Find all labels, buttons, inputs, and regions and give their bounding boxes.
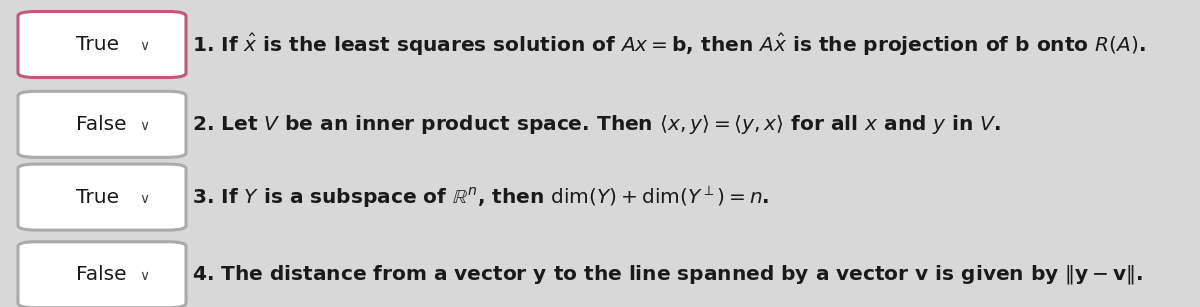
FancyBboxPatch shape — [18, 12, 186, 78]
Text: 1. If $\hat{x}$ is the least squares solution of $Ax = \mathbf{b}$, then $A\hat{: 1. If $\hat{x}$ is the least squares sol… — [192, 32, 1146, 57]
Text: ∨: ∨ — [139, 39, 149, 53]
FancyBboxPatch shape — [18, 242, 186, 307]
Text: 4. The distance from a vector $\mathbf{y}$ to the line spanned by a vector $\mat: 4. The distance from a vector $\mathbf{y… — [192, 263, 1144, 286]
Text: ∨: ∨ — [139, 119, 149, 133]
Text: True: True — [76, 35, 119, 54]
Text: 3. If $Y$ is a subspace of $\mathbb{R}^n$, then $\dim(Y) + \dim(Y^{\perp}) = n$.: 3. If $Y$ is a subspace of $\mathbb{R}^n… — [192, 184, 769, 210]
Text: 2. Let $V$ be an inner product space. Then $\langle x, y \rangle = \langle y, x : 2. Let $V$ be an inner product space. Th… — [192, 113, 1001, 136]
FancyBboxPatch shape — [18, 91, 186, 157]
Text: False: False — [76, 265, 126, 284]
Text: ∨: ∨ — [139, 269, 149, 283]
Text: False: False — [76, 115, 126, 134]
Text: ∨: ∨ — [139, 192, 149, 206]
FancyBboxPatch shape — [18, 164, 186, 230]
Text: True: True — [76, 188, 119, 207]
